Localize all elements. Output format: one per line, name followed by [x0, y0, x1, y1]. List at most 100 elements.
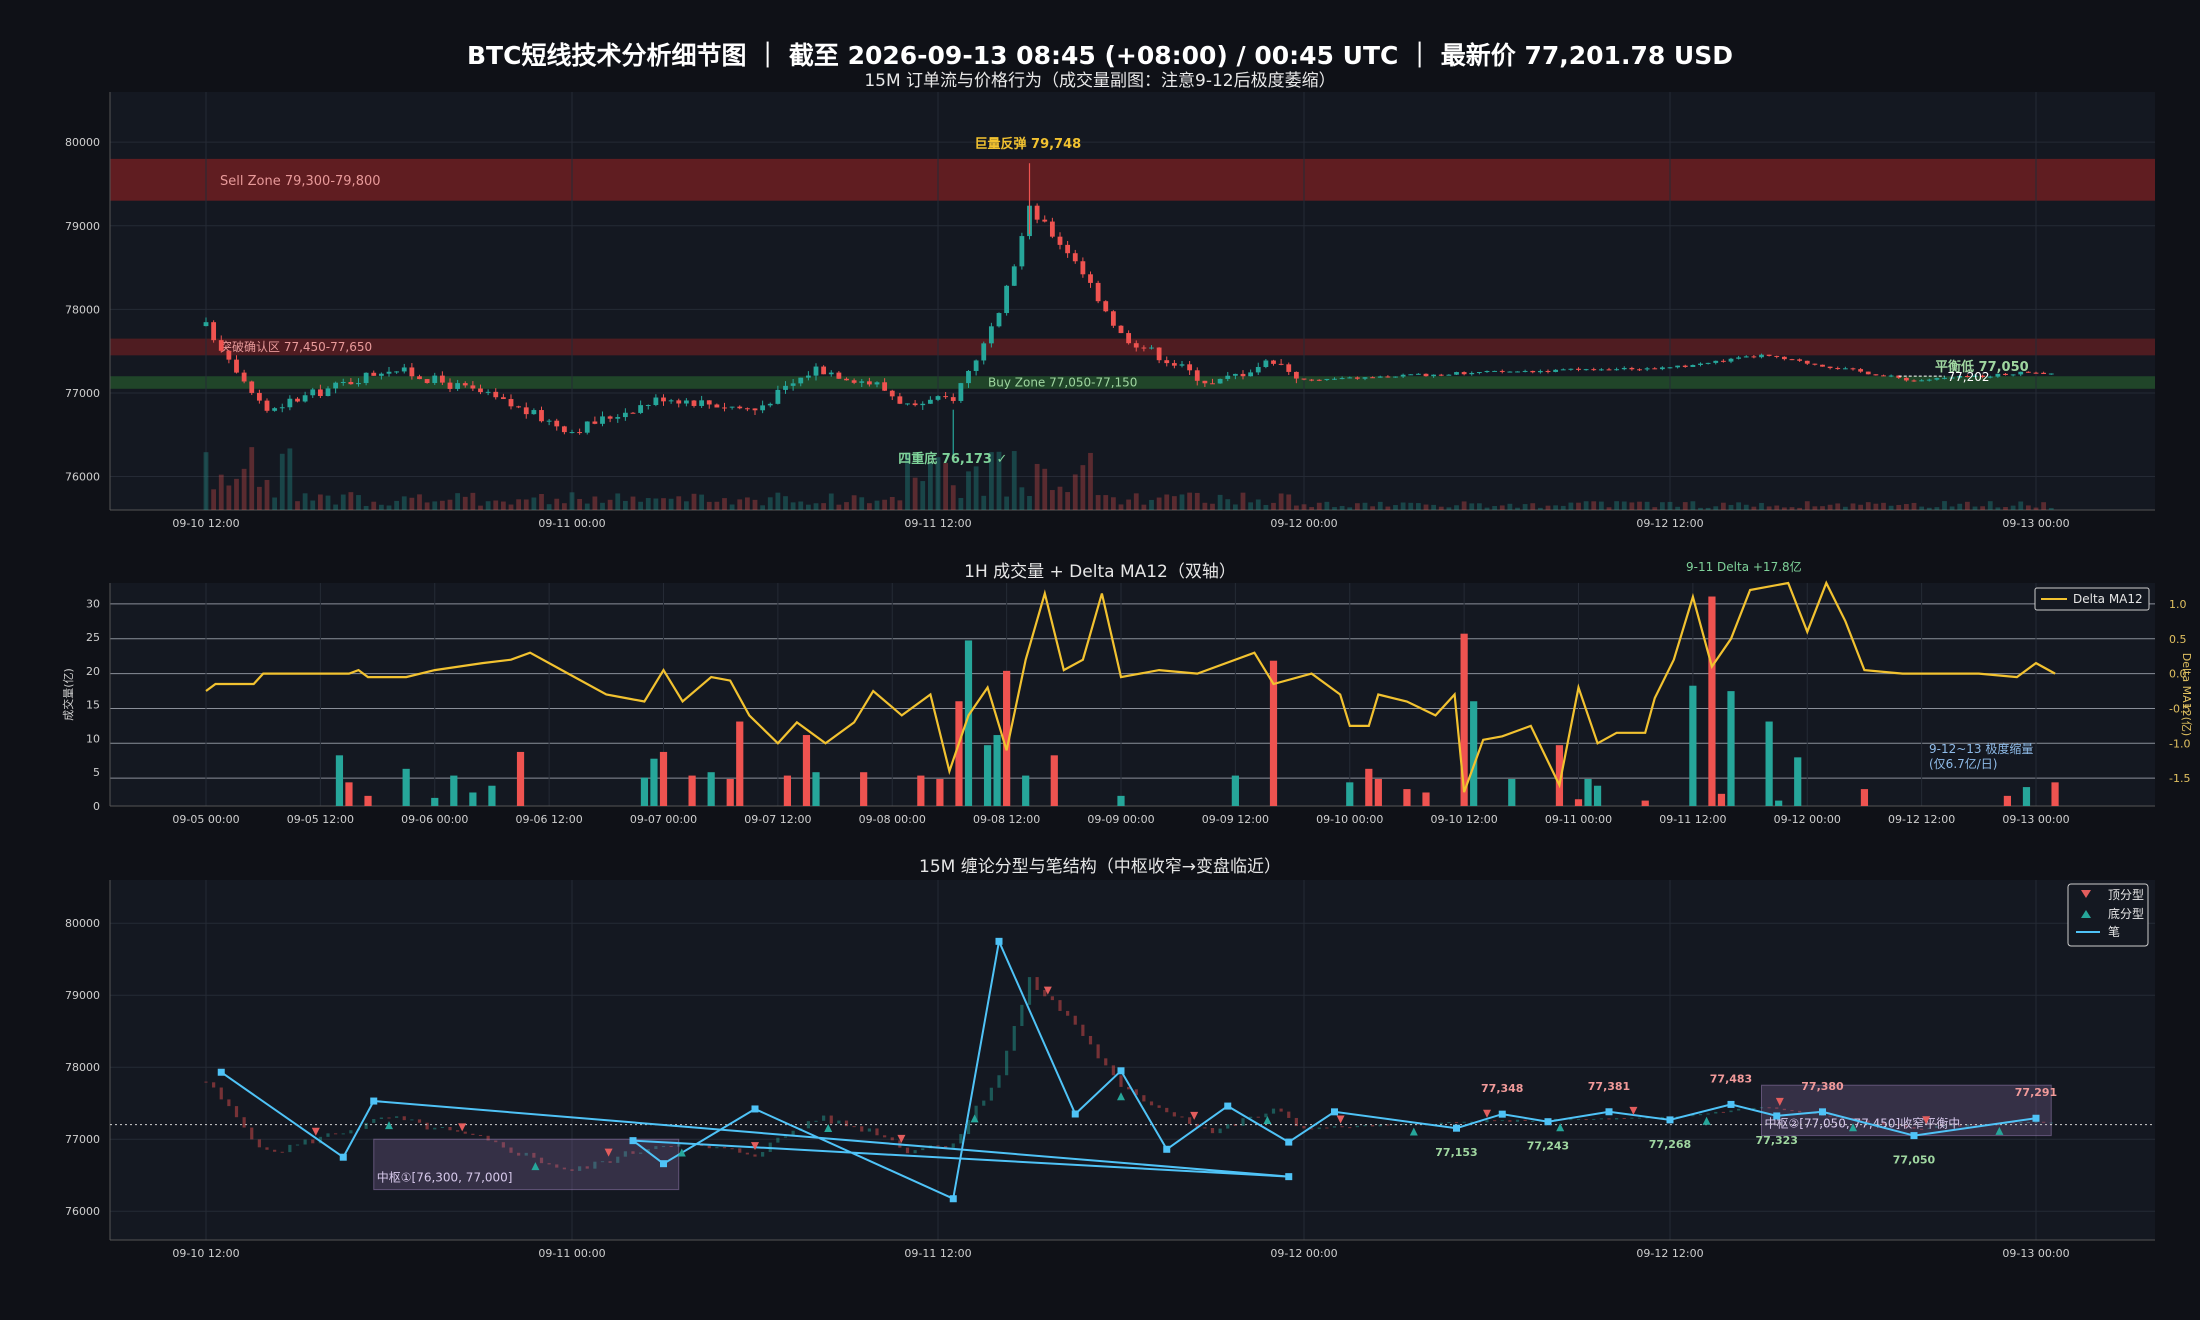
volume-bar: [378, 504, 384, 510]
volume-bar: [1422, 792, 1430, 806]
candle-body: [973, 360, 979, 371]
y2-tick-label: -1.5: [2169, 772, 2190, 785]
faint-candle: [921, 1148, 925, 1151]
candle-body: [1621, 367, 1627, 370]
candle-body: [1576, 368, 1581, 370]
bottom-pivot-label: 77,268: [1649, 1138, 1691, 1151]
volume-bar: [1515, 507, 1520, 510]
faint-candle: [1149, 1101, 1154, 1106]
faint-candle: [486, 1135, 490, 1141]
volume-bar: [1072, 474, 1078, 510]
y-tick-label: 10: [86, 732, 100, 745]
faint-candle: [349, 1130, 353, 1134]
candle-body: [1339, 378, 1345, 380]
volume-bar: [1598, 501, 1604, 510]
volume-bar: [577, 498, 583, 510]
faint-candle: [1729, 1110, 1733, 1113]
volume-bar: [726, 778, 734, 806]
candle-body: [272, 408, 278, 411]
faint-candle: [570, 1169, 574, 1171]
volume-bar: [1690, 501, 1696, 510]
shrink-annotation-sub: (仅6.7亿/日): [1929, 756, 1998, 771]
candle-body: [1987, 376, 1993, 378]
candle-body: [1957, 376, 1963, 378]
volume-bar: [1896, 504, 1902, 510]
y-tick-label: 30: [86, 597, 100, 610]
faint-candle: [1012, 1026, 1016, 1051]
bi-vertex: [217, 1068, 225, 1076]
faint-candle: [2034, 1121, 2038, 1123]
volume-bar: [1339, 505, 1345, 510]
candle-body: [1934, 378, 1940, 380]
candle-body: [2010, 374, 2016, 376]
faint-candle: [745, 1152, 749, 1155]
faint-candle: [1340, 1126, 1344, 1128]
x-tick-label: 09-12 12:00: [1636, 1247, 1703, 1260]
candle-body: [584, 421, 590, 433]
faint-candle: [1310, 1128, 1314, 1130]
candle-body: [1019, 236, 1025, 267]
candle-body: [1232, 373, 1238, 376]
candle-body: [996, 313, 1002, 327]
volume-bar: [1194, 492, 1200, 510]
bi-vertex: [1605, 1108, 1613, 1116]
candle-body: [1964, 376, 1970, 378]
candle-body: [295, 398, 300, 402]
volume-bar: [546, 504, 552, 510]
legend-box: [2034, 587, 2150, 611]
volume-bar: [798, 501, 804, 510]
volume-bar: [1019, 487, 1025, 510]
top-fractal-marker: [604, 1148, 613, 1157]
volume-bar: [851, 495, 857, 510]
faint-candle: [1927, 1127, 1931, 1129]
bi-vertex: [1544, 1118, 1552, 1126]
candle-body: [958, 383, 964, 401]
faint-candle: [646, 1149, 650, 1153]
volume-bar: [1110, 497, 1116, 510]
bottom-fractal-marker: [385, 1121, 393, 1130]
candle-body: [836, 372, 842, 379]
faint-candle: [837, 1120, 841, 1124]
bottom-fractal-marker: [1409, 1127, 1418, 1136]
candle-body: [371, 372, 377, 376]
candle-body: [424, 379, 430, 384]
faint-candle: [1332, 1126, 1337, 1128]
volume-bar: [981, 495, 987, 510]
faint-candle: [1111, 1065, 1115, 1076]
volume-bar: [295, 501, 300, 510]
volume-bar: [1576, 502, 1581, 510]
candle-body: [1240, 373, 1246, 377]
faint-candle: [1027, 977, 1032, 1005]
y-tick-label: 5: [93, 766, 100, 779]
candle-body: [1194, 370, 1200, 381]
volume-bar: [287, 448, 293, 510]
candle-body: [1080, 261, 1086, 275]
candle-body: [905, 403, 910, 405]
volume-bar: [1454, 505, 1459, 510]
subtitle: 15M 订单流与价格行为（成交量副图：注意9-12后极度萎缩）: [864, 71, 1336, 91]
volume-bar: [1980, 506, 1986, 510]
volume-bar: [348, 492, 354, 510]
candle-body: [1614, 369, 1620, 371]
volume-bar: [1269, 660, 1278, 806]
candle-body: [1858, 369, 1864, 372]
top-fractal-marker: [897, 1134, 906, 1143]
candle-body: [2003, 373, 2008, 376]
candle-body: [1438, 374, 1444, 376]
top-pivot-label: 77,291: [2015, 1086, 2057, 1099]
candle-body: [615, 417, 621, 419]
candle-body: [1049, 221, 1055, 237]
candle-body: [630, 412, 636, 414]
faint-candle: [2042, 1121, 2046, 1123]
candle-body: [1873, 374, 1879, 376]
volume-bar: [1591, 501, 1597, 510]
volume-bar: [1057, 486, 1063, 510]
volume-bar: [805, 504, 811, 510]
volume-bar: [478, 505, 483, 510]
volume-bar: [1560, 505, 1566, 510]
candle-body: [493, 391, 499, 398]
faint-candle: [1965, 1124, 1969, 1127]
volume-bar: [973, 466, 979, 510]
volume-bar: [1460, 633, 1468, 806]
y2-tick-label: 0.0: [2169, 668, 2187, 681]
